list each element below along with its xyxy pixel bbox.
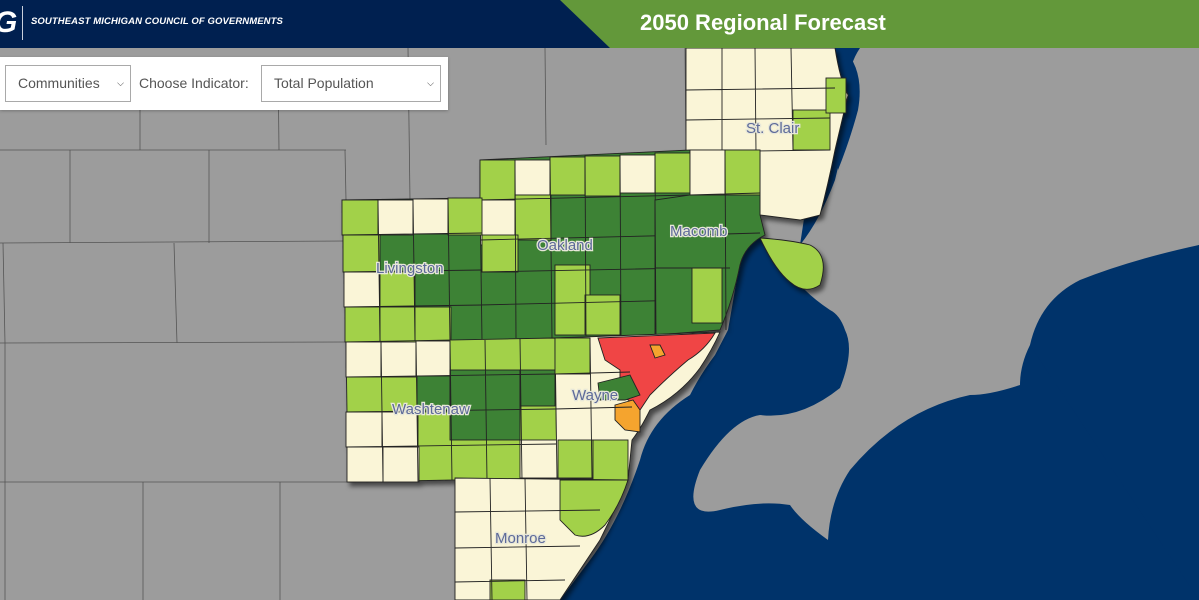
- geography-level-value: Communities: [18, 75, 100, 91]
- logo-divider: [22, 6, 23, 40]
- livingston-county[interactable]: [341, 197, 483, 343]
- chevron-down-icon: ⌵: [117, 78, 124, 88]
- chevron-down-icon: ⌵: [427, 78, 434, 88]
- county-labels: St. Clair Oakland Macomb Livingston Wash…: [375, 119, 801, 549]
- washtenaw-county[interactable]: [345, 337, 558, 483]
- county-label-oakland: Oakland: [537, 237, 593, 254]
- organization-name: SOUTHEAST MICHIGAN COUNCIL OF GOVERNMENT…: [31, 16, 283, 27]
- county-label-monroe: Monroe: [495, 530, 546, 547]
- macomb-county[interactable]: [654, 149, 824, 336]
- header-bar: G SOUTHEAST MICHIGAN COUNCIL OF GOVERNME…: [0, 0, 1199, 48]
- county-label-st-clair: St. Clair: [746, 120, 799, 137]
- app-title: 2050 Regional Forecast: [640, 10, 886, 35]
- map-canvas[interactable]: St. Clair Oakland Macomb Livingston Wash…: [0, 48, 1199, 600]
- choropleth-map[interactable]: St. Clair Oakland Macomb Livingston Wash…: [0, 48, 1199, 600]
- wayne-county[interactable]: [554, 331, 721, 481]
- map-controls-panel: Communities ⌵ Choose Indicator: Total Po…: [0, 57, 448, 110]
- header-title-banner: [560, 0, 1199, 48]
- semcog-logo-icon: G: [0, 6, 17, 40]
- indicator-value: Total Population: [274, 75, 374, 91]
- indicator-label: Choose Indicator:: [139, 75, 249, 91]
- county-label-washtenaw: Washtenaw: [392, 401, 470, 418]
- oakland-county[interactable]: [479, 149, 693, 341]
- region-communities[interactable]: [341, 48, 849, 600]
- county-label-wayne: Wayne: [572, 387, 618, 404]
- geography-level-select[interactable]: Communities ⌵: [5, 65, 131, 102]
- indicator-select[interactable]: Total Population ⌵: [261, 65, 441, 102]
- monroe-county[interactable]: [454, 477, 629, 600]
- county-label-macomb: Macomb: [670, 223, 728, 240]
- county-label-livingston: Livingston: [376, 260, 444, 277]
